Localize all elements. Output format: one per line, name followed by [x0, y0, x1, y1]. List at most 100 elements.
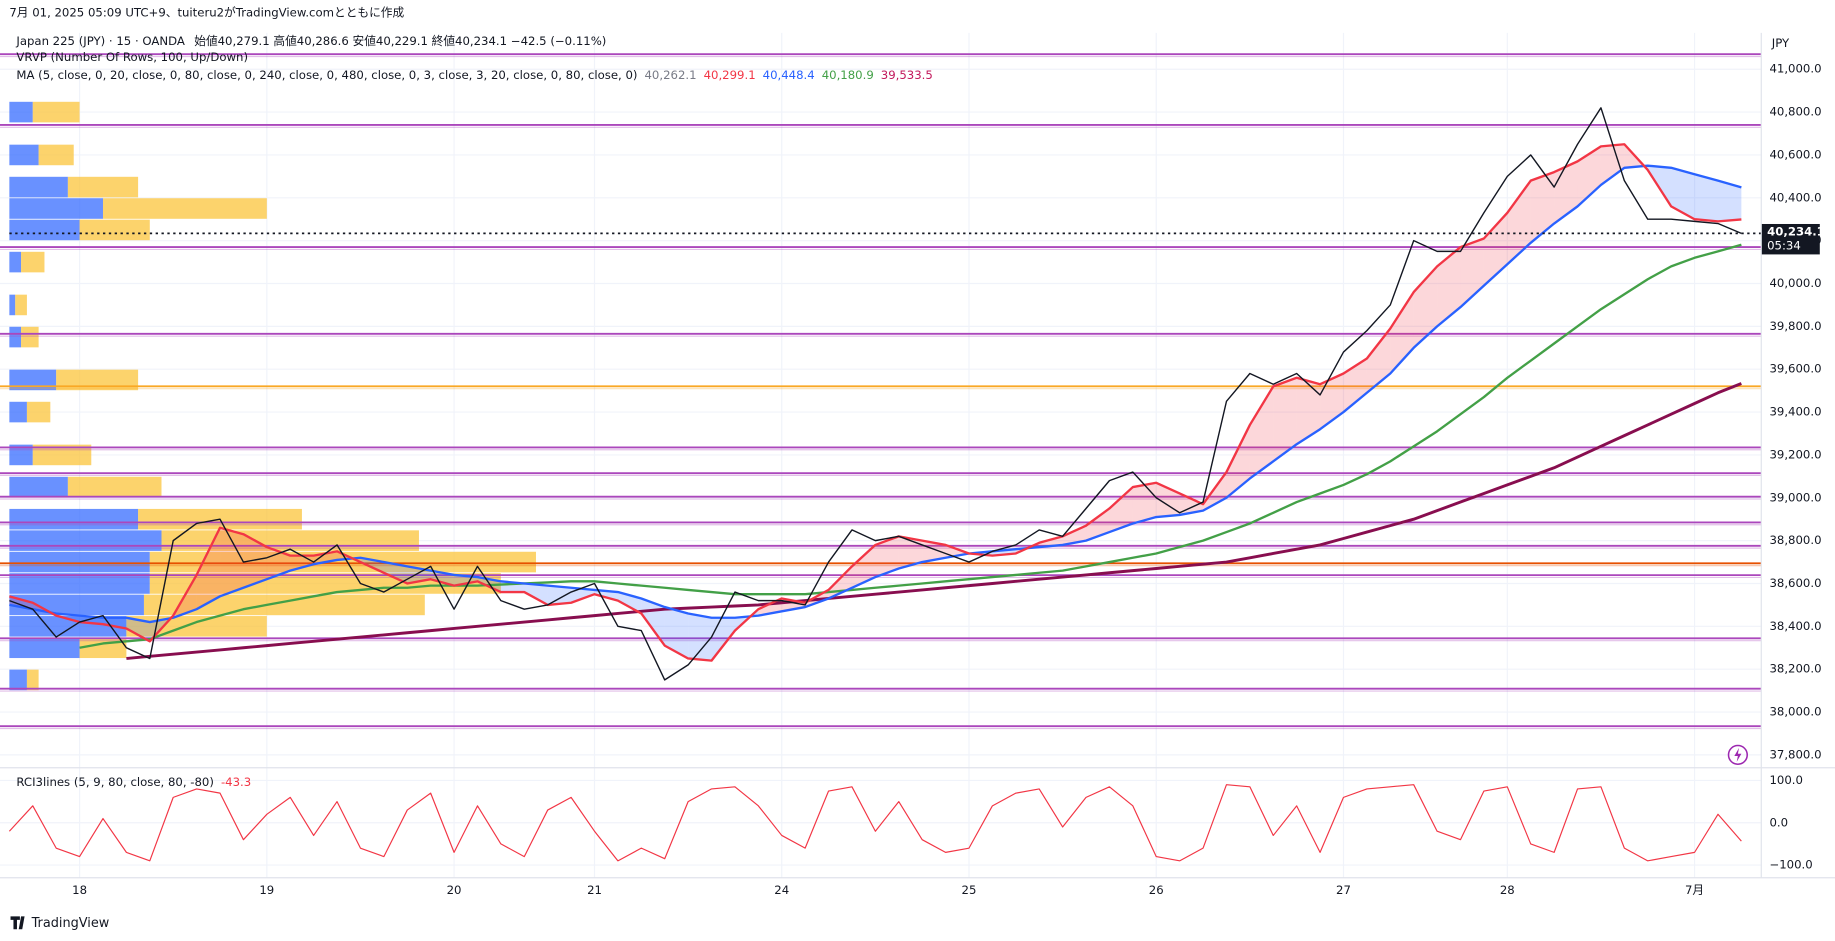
vp-down	[67, 476, 162, 498]
ma-readout: 40,299.1	[704, 67, 756, 81]
vp-down	[149, 573, 501, 594]
vp-up	[9, 144, 39, 166]
ma-line	[9, 164, 1742, 624]
ma-cloud	[875, 536, 899, 578]
vp-down	[56, 369, 139, 391]
rci-tick-label: −100.0	[1769, 858, 1812, 872]
y-tick-label: 39,200.0	[1769, 447, 1821, 461]
price-line	[9, 107, 1742, 681]
ma-cloud	[1717, 180, 1742, 222]
ma-cloud	[1694, 174, 1718, 222]
ma-cloud	[1483, 212, 1508, 286]
y-tick-label: 38,200.0	[1769, 662, 1821, 676]
ma-cloud	[711, 617, 735, 661]
ma-cloud	[1530, 172, 1555, 243]
vp-up	[9, 476, 68, 498]
rci-last: -43.3	[221, 774, 251, 788]
x-tick-label: 19	[259, 883, 274, 897]
ma-cloud	[1624, 144, 1648, 170]
x-tick-label: 21	[587, 883, 602, 897]
vp-up	[9, 444, 33, 466]
y-tick-label: 40,000.0	[1769, 276, 1821, 290]
x-tick-label: 20	[447, 883, 462, 897]
y-tick-label: 40,600.0	[1769, 147, 1821, 161]
vp-down	[26, 669, 39, 691]
last-price-label: 40,234.1	[1767, 225, 1825, 239]
ma-line	[79, 243, 1742, 649]
ma-cloud	[220, 527, 244, 597]
ma-cloud	[243, 534, 267, 588]
ma-cloud	[688, 613, 712, 661]
y-tick-label: 40,400.0	[1769, 190, 1821, 204]
ma-cloud	[9, 596, 33, 610]
vp-down	[67, 176, 139, 198]
rci-tick-label: 100.0	[1769, 773, 1802, 787]
vp-down	[21, 326, 39, 348]
x-tick-label: 28	[1500, 883, 1515, 897]
ma-cloud	[1249, 386, 1274, 479]
x-tick-label: 24	[774, 883, 789, 897]
rci-line	[8, 784, 1742, 862]
y-tick-label: 41,000.0	[1769, 62, 1821, 76]
y-tick-label: 37,800.0	[1769, 747, 1821, 761]
x-tick-label: 27	[1336, 883, 1351, 897]
rci-line: RCI3lines (5, 9, 80, close, 80, -80) -43.…	[16, 774, 251, 788]
vp-down	[102, 198, 267, 219]
ma-cloud	[1226, 424, 1250, 498]
ma-cloud	[1437, 247, 1461, 327]
ma-readout: 39,533.5	[881, 67, 933, 81]
brand-text: TradingView	[31, 916, 110, 931]
y-tick-label: 39,400.0	[1769, 405, 1821, 419]
vp-up	[9, 326, 22, 348]
y-tick-label: 38,000.0	[1769, 705, 1821, 719]
ma-cloud	[1062, 525, 1087, 545]
ma-label: MA (5, close, 0, 20, close, 0, 80, close…	[16, 67, 637, 81]
ma-readout: 40,180.9	[822, 67, 874, 81]
y-tick-label: 39,600.0	[1769, 362, 1821, 376]
ma-cloud	[1132, 482, 1157, 524]
ma-cloud	[571, 587, 595, 603]
last-price-tag	[1761, 223, 1820, 255]
ma-line: MA (5, close, 0, 20, close, 0, 80, close…	[16, 67, 932, 81]
ma-cloud	[126, 617, 150, 642]
ma-cloud	[922, 540, 946, 563]
currency: JPY	[1771, 36, 1790, 50]
vp-up	[9, 508, 139, 530]
ma-cloud	[1296, 377, 1321, 445]
vp-up	[9, 401, 27, 423]
ma-line	[9, 143, 1742, 662]
vp-up	[9, 198, 103, 219]
ma-line	[126, 382, 1742, 660]
ma-cloud	[1273, 377, 1297, 462]
ma-cloud	[1109, 487, 1133, 533]
vp-down	[21, 251, 45, 273]
y-tick-label: 39,800.0	[1769, 319, 1821, 333]
symbol-line: Japan 225 (JPY) · 15 · OANDA 始値40,279.1 高…	[15, 34, 606, 48]
ma-cloud	[196, 527, 221, 610]
brand[interactable]: TradingView	[10, 916, 110, 931]
symbol: Japan 225 (JPY) · 15 · OANDA	[15, 34, 185, 48]
y-tick-label: 40,800.0	[1769, 105, 1821, 119]
vp-down	[149, 551, 536, 573]
vp-up	[9, 573, 150, 594]
ma-readout: 40,262.1	[645, 67, 697, 81]
vp-up	[9, 251, 22, 273]
vp-up	[9, 101, 33, 123]
rci-label: RCI3lines (5, 9, 80, close, 80, -80)	[16, 774, 214, 788]
ma-cloud	[383, 562, 408, 584]
vrvp-label: VRVP (Number Of Rows, 100, Up/Down)	[16, 50, 248, 64]
vp-up	[9, 369, 57, 391]
ma-cloud	[1600, 144, 1625, 185]
y-tick-label: 38,400.0	[1769, 619, 1821, 633]
ma-readout: 40,448.4	[763, 67, 815, 81]
alert-icon[interactable]	[1727, 744, 1748, 766]
y-tick-label: 39,000.0	[1769, 490, 1821, 504]
ma-cloud	[851, 544, 876, 588]
ma-cloud	[1507, 180, 1531, 265]
y-tick-label: 38,600.0	[1769, 576, 1821, 590]
vp-down	[32, 101, 80, 123]
countdown: 05:34	[1767, 239, 1801, 253]
